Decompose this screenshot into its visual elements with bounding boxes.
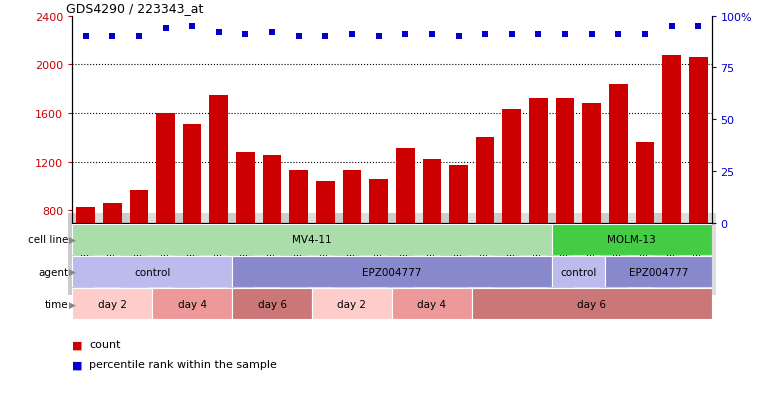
Bar (472, 289, 712, 320)
Bar (342, 171, 361, 308)
Bar (369, 179, 388, 308)
Bar (183, 125, 202, 308)
Text: control: control (134, 267, 170, 277)
Bar (605, 256, 712, 287)
Text: day 4: day 4 (177, 299, 207, 309)
Text: agent: agent (38, 267, 68, 277)
Bar (316, 182, 335, 308)
Text: day 4: day 4 (417, 299, 447, 309)
Text: MV4-11: MV4-11 (292, 235, 332, 245)
Bar (392, 289, 472, 320)
Text: MOLM-13: MOLM-13 (607, 235, 656, 245)
Bar (129, 190, 148, 308)
Bar (396, 149, 415, 308)
Text: ▶: ▶ (69, 268, 76, 276)
Bar (289, 171, 308, 308)
Text: day 2: day 2 (337, 299, 367, 309)
Text: cell line: cell line (28, 235, 68, 245)
Bar (263, 156, 282, 308)
Text: day 6: day 6 (577, 299, 607, 309)
Bar (232, 289, 312, 320)
Bar (209, 95, 228, 308)
Text: GDS4290 / 223343_at: GDS4290 / 223343_at (66, 2, 203, 15)
Text: percentile rank within the sample: percentile rank within the sample (89, 359, 277, 369)
Bar (502, 110, 521, 308)
Bar (152, 289, 232, 320)
Bar (236, 152, 255, 308)
Bar (689, 58, 708, 308)
Text: day 2: day 2 (97, 299, 127, 309)
Text: day 6: day 6 (257, 299, 287, 309)
Text: count: count (89, 339, 120, 349)
Bar (422, 160, 441, 308)
Bar (552, 256, 605, 287)
Bar (582, 104, 601, 308)
Bar (156, 114, 175, 308)
Text: ■: ■ (72, 359, 83, 369)
Bar (476, 138, 495, 308)
Text: ▶: ▶ (69, 300, 76, 309)
Text: EPZ004777: EPZ004777 (362, 267, 422, 277)
Bar (72, 289, 152, 320)
Bar (529, 99, 548, 308)
Text: control: control (560, 267, 597, 277)
Bar (72, 256, 232, 287)
Text: ■: ■ (72, 339, 83, 349)
Text: EPZ004777: EPZ004777 (629, 267, 688, 277)
Bar (312, 289, 392, 320)
Bar (662, 55, 681, 308)
Bar (72, 224, 552, 255)
Text: time: time (45, 299, 68, 309)
Bar (76, 207, 95, 308)
Bar (635, 143, 654, 308)
Bar (232, 256, 552, 287)
Bar (103, 204, 122, 308)
Bar (556, 99, 575, 308)
Text: ▶: ▶ (69, 235, 76, 244)
Bar (609, 85, 628, 308)
Bar (449, 165, 468, 308)
Bar (552, 224, 712, 255)
